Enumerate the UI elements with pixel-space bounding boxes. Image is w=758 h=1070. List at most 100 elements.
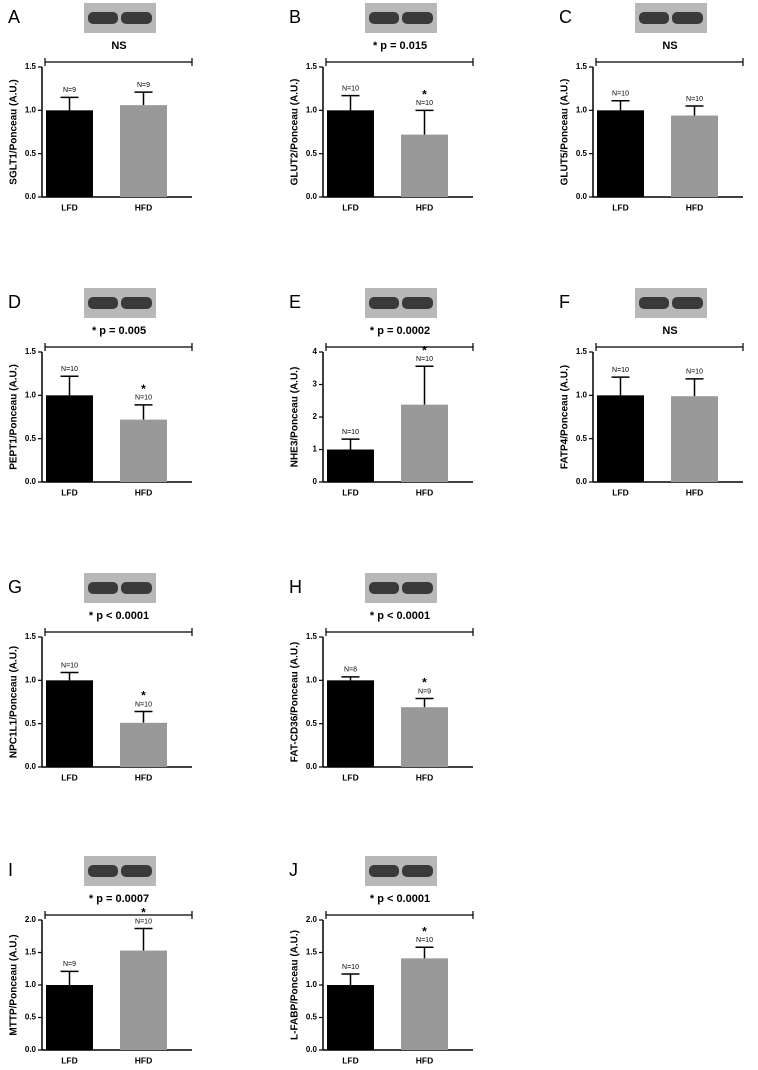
x-tick-label: HFD — [416, 1055, 433, 1065]
y-tick-label: 0.0 — [306, 1045, 318, 1054]
n-label: N=9 — [137, 82, 150, 89]
significance-bracket — [44, 911, 193, 919]
bar — [327, 110, 374, 197]
blot-band — [402, 582, 433, 594]
y-tick-label: 1.5 — [576, 347, 588, 356]
n-label: N=9 — [63, 87, 76, 94]
x-tick-label: HFD — [686, 487, 703, 497]
error-bar — [415, 109, 434, 135]
error-bar — [341, 973, 360, 985]
y-axis-label: MTTP/Ponceau (A.U.) — [9, 934, 20, 1035]
y-tick-label: 0.5 — [25, 434, 37, 443]
panel-letter: H — [289, 577, 302, 597]
bar — [46, 985, 93, 1050]
y-tick-label: 0.0 — [576, 192, 588, 201]
y-tick-label: 1.0 — [25, 390, 37, 399]
n-label: N=9 — [63, 961, 76, 968]
panel-letter: E — [289, 292, 301, 312]
n-label: N=10 — [61, 366, 78, 373]
error-bar — [611, 100, 630, 111]
significance-bracket — [595, 343, 744, 351]
blot-band — [672, 12, 703, 24]
blot-band — [672, 297, 703, 309]
significance-bracket — [325, 911, 474, 919]
y-tick-label: 0.5 — [306, 149, 318, 158]
panel: G * p < 0.0001 0.0 0.5 1.0 1.5 NPC1L1/Ponceau … — [8, 573, 193, 782]
blot-band — [88, 582, 118, 594]
significance-label: NS — [111, 40, 126, 52]
x-tick-label: LFD — [612, 202, 629, 212]
y-tick-label: 0.5 — [306, 719, 318, 728]
y-tick-label: 2 — [313, 412, 318, 421]
error-bar — [341, 438, 360, 450]
y-axis-label: FAT-CD36/Ponceau (A.U.) — [290, 642, 301, 762]
y-tick-label: 1.0 — [25, 675, 37, 684]
n-label: N=10 — [612, 367, 629, 374]
y-tick-label: 0.0 — [576, 477, 588, 486]
bar — [327, 985, 374, 1050]
panel-letter: G — [8, 577, 22, 597]
significance-label: * p < 0.0001 — [370, 893, 430, 905]
blot-band — [121, 12, 152, 24]
n-label: N=10 — [61, 662, 78, 669]
n-label: N=10 — [416, 100, 433, 107]
error-bar — [134, 404, 153, 420]
panel: J * p < 0.0001 0.0 0.5 1.0 1.5 2.0 L-FABP/Ponce… — [289, 856, 474, 1065]
blot-band — [88, 297, 118, 309]
y-tick-label: 4 — [313, 347, 318, 356]
blot-band — [88, 12, 118, 24]
error-bar — [341, 676, 360, 681]
y-tick-label: 2.0 — [25, 915, 37, 924]
bar — [671, 115, 718, 197]
panel: F NS 0.0 0.5 1.0 1.5 FATP4/Ponceau (A.U.) N=10 L… — [559, 288, 744, 497]
significance-star: * — [422, 88, 427, 102]
error-bar — [415, 946, 434, 959]
blot-band — [121, 297, 152, 309]
blot-band — [121, 865, 152, 877]
blot-band — [369, 297, 399, 309]
significance-bracket — [44, 628, 193, 636]
error-bar — [134, 927, 153, 951]
error-bar — [415, 697, 434, 708]
bar — [120, 419, 167, 482]
x-tick-label: LFD — [342, 772, 359, 782]
significance-label: NS — [662, 325, 677, 337]
blot-band — [639, 12, 669, 24]
bar — [401, 707, 448, 767]
bar — [46, 680, 93, 767]
x-tick-label: HFD — [686, 202, 703, 212]
y-tick-label: 1.5 — [25, 347, 37, 356]
y-tick-label: 1.0 — [576, 105, 588, 114]
error-bar — [611, 376, 630, 396]
x-tick-label: LFD — [61, 772, 78, 782]
y-axis-label: L-FABP/Ponceau (A.U.) — [290, 930, 301, 1040]
error-bar — [60, 970, 79, 985]
bar — [401, 958, 448, 1050]
panel: E * p = 0.0002 0 1 2 3 4 NHE3/Ponceau (A.U.) N=1… — [289, 288, 474, 497]
y-tick-label: 0.5 — [25, 1013, 37, 1022]
y-tick-label: 1.5 — [576, 62, 588, 71]
x-tick-label: LFD — [61, 1055, 78, 1065]
y-tick-label: 0.5 — [25, 719, 37, 728]
y-tick-label: 0.0 — [25, 762, 37, 771]
x-tick-label: HFD — [416, 772, 433, 782]
panel: D * p = 0.005 0.0 0.5 1.0 1.5 PEPT1/Ponceau (A… — [8, 288, 193, 497]
y-tick-label: 0.5 — [25, 149, 37, 158]
y-tick-label: 1.5 — [25, 948, 37, 957]
error-bar — [685, 105, 704, 116]
y-tick-label: 0.0 — [306, 762, 318, 771]
panel-letter: A — [8, 7, 20, 27]
y-axis-label: GLUT5/Ponceau (A.U.) — [560, 79, 571, 186]
y-tick-label: 1.0 — [306, 980, 318, 989]
x-tick-label: LFD — [61, 487, 78, 497]
x-tick-label: LFD — [612, 487, 629, 497]
significance-star: * — [422, 924, 427, 938]
n-label: N=10 — [686, 96, 703, 103]
y-tick-label: 0.0 — [306, 192, 318, 201]
y-tick-label: 0.0 — [25, 477, 37, 486]
n-label: N=10 — [686, 369, 703, 376]
n-label: N=10 — [135, 918, 152, 925]
error-bar — [60, 375, 79, 396]
y-axis-label: NPC1L1/Ponceau (A.U.) — [9, 646, 20, 758]
significance-star: * — [422, 676, 427, 690]
